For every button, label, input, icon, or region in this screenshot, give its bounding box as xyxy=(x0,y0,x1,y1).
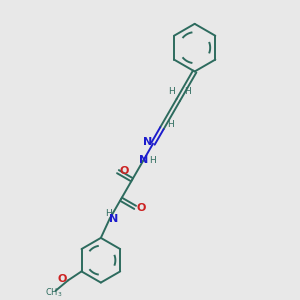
Text: H: H xyxy=(168,87,175,96)
Text: CH$_3$: CH$_3$ xyxy=(45,286,63,299)
Text: N: N xyxy=(109,214,118,224)
Text: O: O xyxy=(136,203,146,213)
Text: O: O xyxy=(58,274,67,284)
Text: O: O xyxy=(119,166,129,176)
Text: H: H xyxy=(105,209,112,218)
Text: H: H xyxy=(167,120,174,129)
Text: N: N xyxy=(143,137,152,147)
Text: H: H xyxy=(149,156,156,165)
Text: N: N xyxy=(139,155,148,166)
Text: H: H xyxy=(184,87,191,96)
